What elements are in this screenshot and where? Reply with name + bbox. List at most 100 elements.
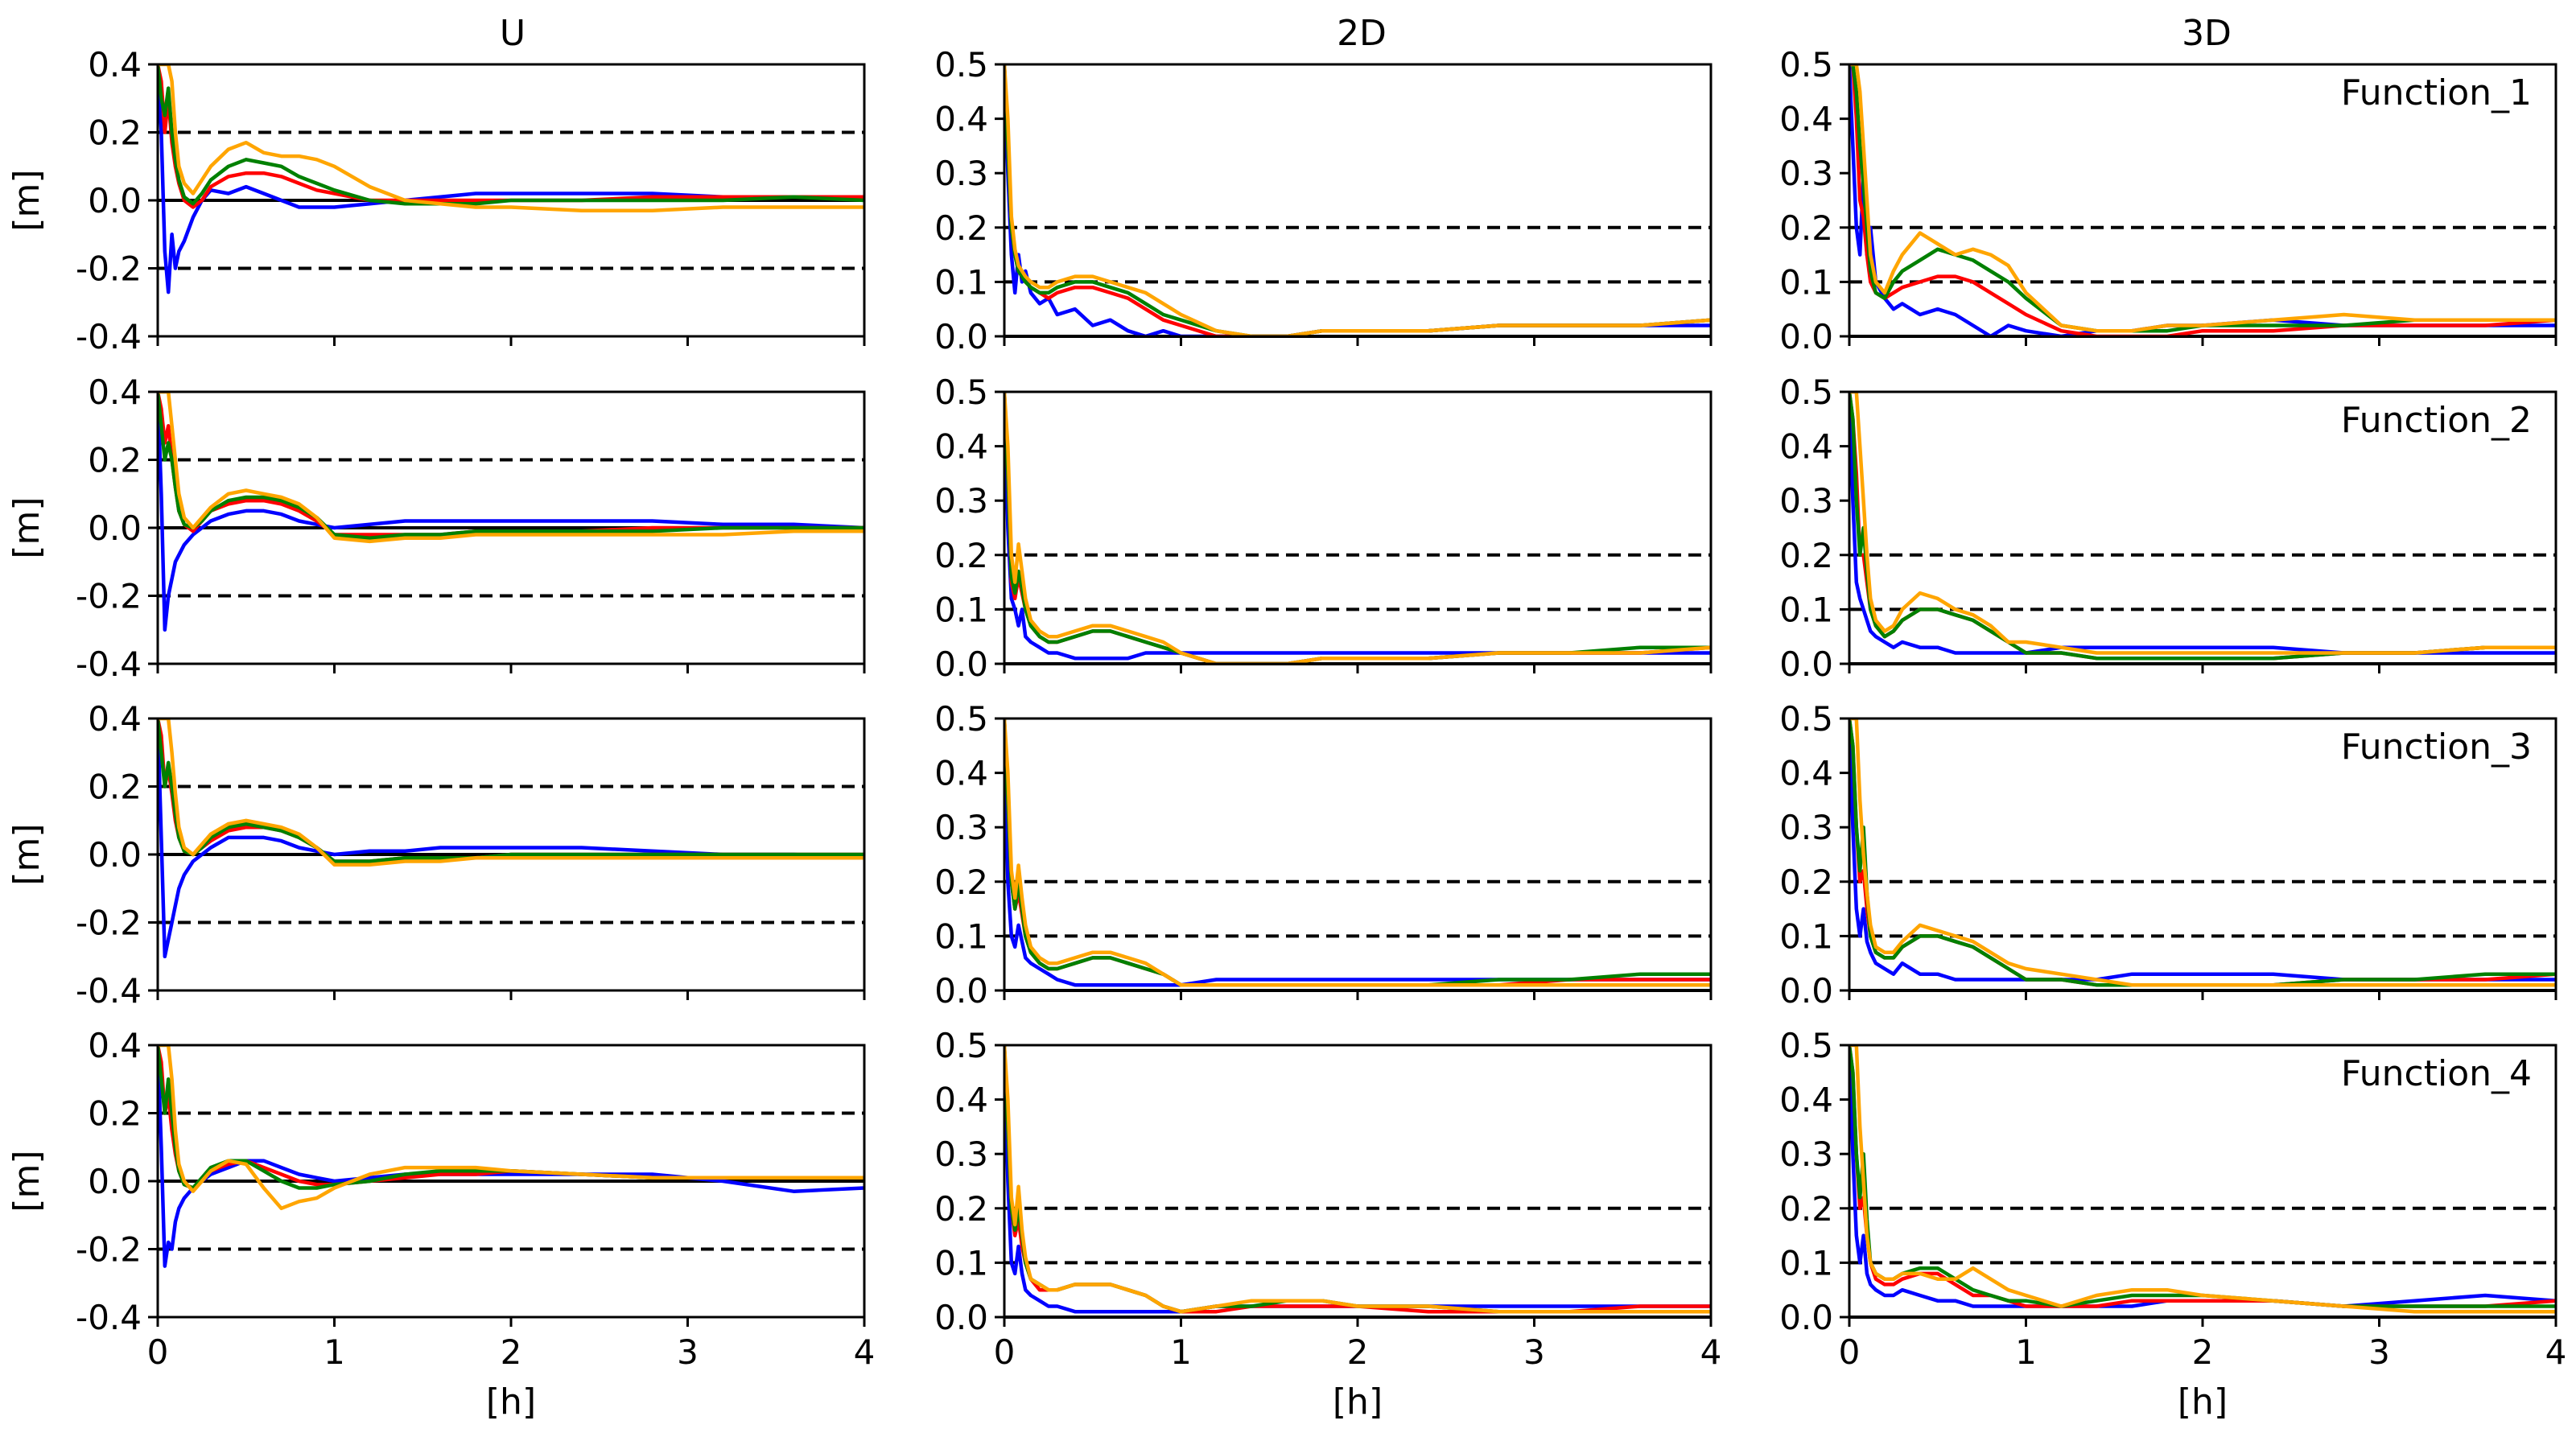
plot-frame	[1003, 1044, 1713, 1319]
y-tick-label: 0.5	[1779, 1026, 1833, 1065]
column-title-u: U	[500, 13, 526, 54]
plot-frame	[1003, 390, 1713, 665]
plot-frame	[1003, 717, 1713, 992]
series-line-orange	[158, 718, 864, 867]
series-line-red	[158, 64, 864, 209]
x-tick-label: 1	[2015, 1332, 2037, 1372]
y-tick-label: 0.0	[88, 835, 142, 875]
y-tick-label: 0.0	[934, 971, 988, 1011]
x-tick-label: 0	[994, 1332, 1016, 1372]
function-label: Function_1	[2341, 72, 2532, 113]
y-tick-label: -0.4	[76, 1298, 142, 1337]
y-tick-label: 0.1	[934, 262, 988, 302]
series-line-red	[1004, 718, 1711, 987]
y-tick-label: -0.4	[76, 644, 142, 684]
x-tick-label: 4	[2545, 1332, 2567, 1372]
y-tick-label: -0.4	[76, 971, 142, 1011]
function-label: Function_4	[2341, 1053, 2532, 1094]
x-tick-label: 1	[324, 1332, 345, 1372]
y-tick-label: 0.1	[934, 916, 988, 956]
series-line-red	[158, 1045, 864, 1190]
y-tick-label: 0.4	[934, 427, 988, 467]
y-tick-label: 0.2	[1779, 536, 1833, 575]
series-line-red	[1004, 1045, 1711, 1314]
y-tick-label: 0.3	[1779, 154, 1833, 193]
panel-r4-c1: -0.4 -0.2 0.0 0.2 0.4 0 1 2 3 4 [m] [h]	[6, 1026, 875, 1423]
series-line-green	[1004, 64, 1711, 336]
function-label: Function_2	[2341, 400, 2532, 441]
y-tick-label: 0.4	[934, 754, 988, 793]
panel-r3-c1: -0.4 -0.2 0.0 0.2 0.4 [m]	[6, 699, 866, 1011]
y-tick-label: 0.1	[1779, 590, 1833, 629]
series-line-orange	[158, 64, 864, 212]
series-line-orange	[1849, 392, 2556, 655]
series-line-orange	[1849, 1045, 2556, 1314]
y-tick-label: -0.2	[76, 1230, 142, 1270]
y-tick-label: 0.5	[934, 45, 988, 84]
y-tick-label: 0.4	[1779, 1081, 1833, 1120]
panel-r1-c1: -0.4 -0.2 0.0 0.2 0.4 [m]	[6, 45, 866, 356]
series-line-green	[158, 718, 864, 863]
y-tick-label: 0.5	[1779, 45, 1833, 84]
y-tick-label: 0.0	[88, 1162, 142, 1201]
x-tick-label: 4	[854, 1332, 876, 1372]
y-axis-label: [m]	[6, 823, 47, 885]
y-tick-label: 0.1	[934, 590, 988, 629]
x-axis-label: [h]	[1333, 1381, 1383, 1423]
series-line-red	[1004, 392, 1711, 664]
y-tick-label: 0.1	[934, 1243, 988, 1283]
panel-r1-c2: 0.0 0.1 0.2 0.3 0.4 0.5	[934, 45, 1713, 356]
series-line-orange	[1004, 718, 1711, 987]
y-tick-label: 0.1	[1779, 262, 1833, 302]
series-line-green	[158, 64, 864, 206]
x-tick-label: 3	[1523, 1332, 1545, 1372]
y-tick-label: 0.2	[934, 1189, 988, 1229]
y-tick-label: 0.2	[934, 208, 988, 248]
series-line-green	[1004, 392, 1711, 664]
y-tick-label: 0.4	[1779, 754, 1833, 793]
y-tick-label: 0.0	[88, 181, 142, 220]
y-tick-label: 0.3	[934, 1134, 988, 1174]
y-tick-label: 0.0	[934, 644, 988, 684]
panel-r4-c3: 0.0 0.1 0.2 0.3 0.4 0.5 0 1 2 3 4 [h] Function_4	[1779, 1026, 2566, 1423]
x-axis-label: [h]	[486, 1381, 536, 1423]
panel-r2-c1: -0.4 -0.2 0.0 0.2 0.4 [m]	[6, 373, 866, 684]
series-line-red	[158, 392, 864, 537]
y-tick-label: 0.4	[934, 1081, 988, 1120]
y-axis-label: [m]	[6, 496, 47, 558]
y-tick-label: 0.5	[1779, 699, 1833, 739]
y-axis-label: [m]	[6, 1150, 47, 1212]
series-line-orange	[1849, 718, 2556, 987]
y-tick-label: 0.2	[934, 536, 988, 575]
y-tick-label: 0.1	[1779, 916, 1833, 956]
y-tick-label: 0.3	[934, 481, 988, 521]
y-tick-label: 0.2	[88, 768, 142, 807]
panel-r4-c2: 0.0 0.1 0.2 0.3 0.4 0.5 0 1 2 3 4 [h]	[934, 1026, 1721, 1423]
series-line-orange	[1849, 64, 2556, 333]
x-axis-label: [h]	[2178, 1381, 2228, 1423]
series-line-red	[1004, 64, 1711, 336]
series-line-green	[1004, 718, 1711, 987]
y-axis-label: [m]	[6, 169, 47, 231]
y-tick-label: 0.2	[88, 1094, 142, 1134]
series-line-blue	[1004, 1045, 1711, 1314]
y-tick-label: 0.5	[934, 699, 988, 739]
y-tick-label: 0.4	[88, 699, 142, 739]
y-tick-label: 0.3	[1779, 1134, 1833, 1174]
series-line-blue	[158, 1045, 864, 1268]
x-tick-label: 0	[1839, 1332, 1861, 1372]
y-tick-label: 0.2	[88, 113, 142, 153]
series-line-orange	[1004, 392, 1711, 664]
x-tick-label: 4	[1700, 1332, 1722, 1372]
series-line-blue	[158, 64, 864, 294]
panel-r3-c3: 0.0 0.1 0.2 0.3 0.4 0.5 Function_3	[1779, 699, 2557, 1011]
y-tick-label: 0.3	[1779, 481, 1833, 521]
y-tick-label: 0.0	[1779, 644, 1833, 684]
y-tick-label: 0.2	[1779, 1189, 1833, 1229]
series-line-blue	[1004, 392, 1711, 661]
x-tick-label: 2	[501, 1332, 522, 1372]
series-line-blue	[1849, 718, 2556, 982]
series-line-orange	[1004, 1045, 1711, 1314]
y-tick-label: 0.4	[88, 45, 142, 84]
series-line-green	[158, 392, 864, 540]
